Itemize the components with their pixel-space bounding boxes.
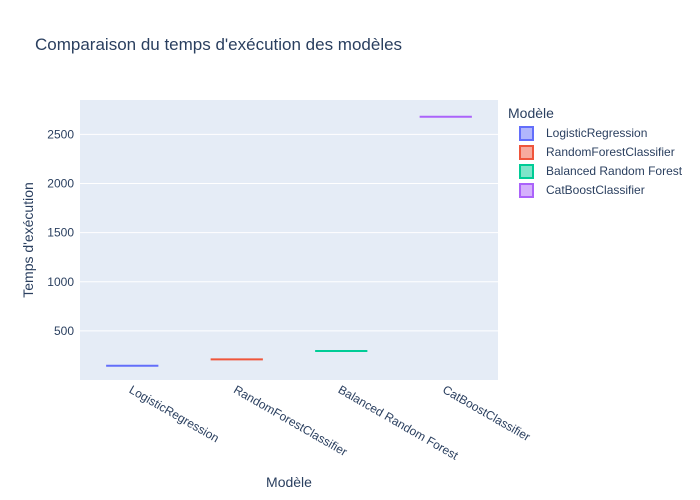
gridlines [80,133,498,332]
y-tick-label: 500 [54,324,74,338]
x-tick-label: RandomForestClassifier [231,382,349,458]
x-tick-label: CatBoostClassifier [440,382,532,443]
legend: Modèle LogisticRegression RandomForestCla… [508,105,683,198]
legend-title: Modèle [508,105,554,121]
y-tick-label: 2000 [47,177,74,191]
plot-area [80,100,498,380]
y-tick-label: 1000 [47,275,74,289]
legend-swatch [519,183,534,198]
y-tick-labels: 500 1000 1500 2000 2500 [47,127,74,337]
legend-swatch [519,145,534,160]
x-tick-label: LogisticRegression [127,382,222,445]
legend-label: RandomForestClassifier [546,145,675,159]
legend-label: LogisticRegression [546,126,647,140]
chart-title: Comparaison du temps d'exécution des mod… [35,35,402,54]
legend-swatch [519,164,534,179]
box-marks [106,115,472,367]
legend-label: CatBoostClassifier [546,183,645,197]
legend-label: Balanced Random Forest [546,164,683,178]
y-axis-title: Temps d'exécution [20,182,36,298]
y-tick-label: 2500 [47,127,74,141]
x-tick-labels: LogisticRegression RandomForestClassifier… [127,382,533,462]
y-tick-label: 1500 [47,226,74,240]
legend-swatch [519,126,534,141]
x-axis-title: Modèle [266,474,312,490]
